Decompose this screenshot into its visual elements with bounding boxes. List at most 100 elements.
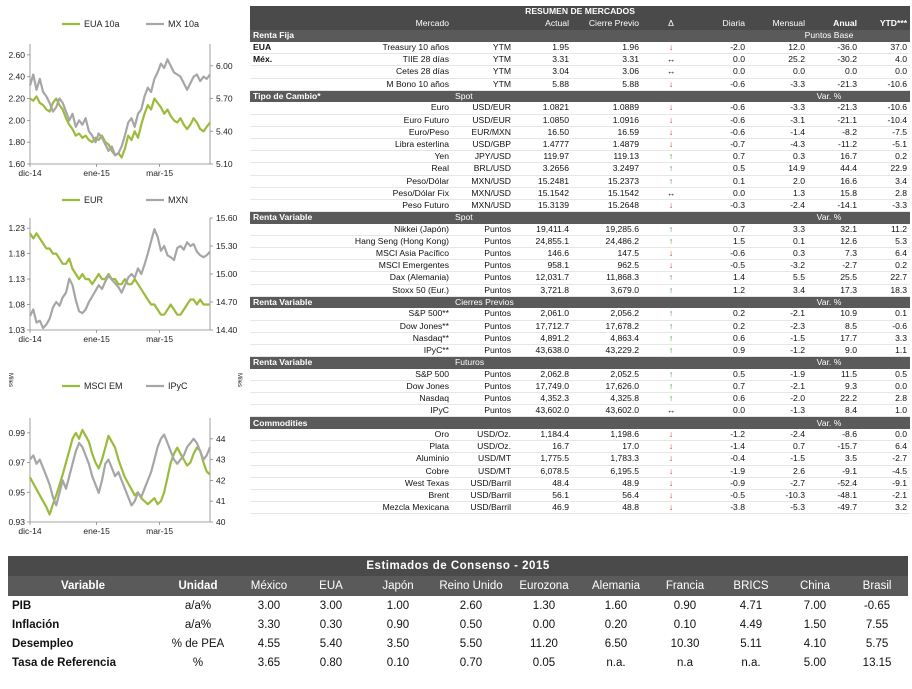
chart-currencies: 1.23 1.18 1.13 1.08 1.03 15.60 15.30 15.00 14.70… xyxy=(0,190,246,350)
row-daily: -0.5 xyxy=(700,489,748,503)
left-tick-label: 1.18 xyxy=(8,249,25,259)
row-direction: ↓ xyxy=(642,102,700,115)
row-direction: ↓ xyxy=(642,126,700,139)
row-region xyxy=(250,332,296,345)
row-prev: 3,679.0 xyxy=(572,284,642,297)
row-prev: 147.5 xyxy=(572,247,642,261)
row-unit: Puntos xyxy=(452,404,514,418)
row-region xyxy=(250,65,296,79)
row-unit: USD/Oz. xyxy=(452,440,514,454)
row-name: Libra esterlina xyxy=(296,138,452,152)
row-region xyxy=(250,162,296,176)
row-direction: ↓ xyxy=(642,501,700,515)
row-daily: 1.5 xyxy=(700,235,748,249)
row-ytd: -2.7 xyxy=(860,452,911,466)
row-ytd: 0.5 xyxy=(860,368,911,381)
arrow-up-icon: ↑ xyxy=(668,320,674,331)
row-unit: USD/MT xyxy=(452,452,514,466)
row-daily: 0.5 xyxy=(700,162,748,176)
row-ytd: 4.0 xyxy=(860,53,911,67)
row-name: Peso/Dólar xyxy=(296,175,452,188)
row-prev: 1.96 xyxy=(572,42,642,55)
consensus-value: 2.60 xyxy=(459,599,483,612)
market-row: Peso/Dólar Fix MXN/USD 15.1542 15.1542 ↔ 0.0 1… xyxy=(250,187,911,200)
consensus-value: 5.00 xyxy=(803,656,827,669)
row-name: S&P 500 xyxy=(296,368,452,381)
consensus-value: 0.30 xyxy=(319,618,343,631)
left-tick-label: 1.03 xyxy=(8,325,25,335)
right-tick-label: 43 xyxy=(216,455,226,465)
row-annual: -9.1 xyxy=(808,465,860,478)
arrow-down-icon: ↓ xyxy=(668,114,674,125)
row-monthly: 2.0 xyxy=(748,175,808,188)
arrow-down-icon: ↓ xyxy=(668,78,674,89)
row-region xyxy=(250,284,296,297)
market-row: Aluminio USD/MT 1,775.5 1,783.3 ↓ -0.4 -1.5 3.5… xyxy=(250,452,911,466)
row-annual: -15.7 xyxy=(808,440,860,454)
row-annual: -14.1 xyxy=(808,199,860,213)
row-prev: 15.2373 xyxy=(572,175,642,188)
row-actual: 1.0821 xyxy=(514,102,572,115)
consensus-header-cell: EUA xyxy=(300,576,362,596)
x-tick-label: dic-14 xyxy=(18,168,41,178)
consensus-header-cell: México xyxy=(238,576,300,596)
consensus-value: 13.15 xyxy=(862,656,892,669)
market-row: Real BRL/USD 3.2656 3.2497 ↑ 0.5 14.9 44.4 22.9 xyxy=(250,162,911,176)
section-unit: Var. % xyxy=(748,416,911,429)
row-region xyxy=(250,477,296,491)
row-ytd: 6.4 xyxy=(860,440,911,454)
series-line-mx-10a xyxy=(28,58,211,157)
row-direction: ↑ xyxy=(642,284,700,297)
consensus-value: 7.55 xyxy=(865,618,889,631)
row-direction: ↑ xyxy=(642,320,700,333)
row-region xyxy=(250,428,296,442)
row-monthly: -1.5 xyxy=(748,452,808,466)
row-unit: USD/MT xyxy=(452,465,514,478)
row-unit: MXN/USD xyxy=(452,199,514,213)
row-region xyxy=(250,344,296,358)
row-actual: 3.04 xyxy=(514,65,572,79)
x-tick-label: ene-15 xyxy=(83,168,110,178)
row-region xyxy=(250,259,296,273)
row-daily: -1.9 xyxy=(700,465,748,478)
row-monthly: -2.3 xyxy=(748,320,808,333)
row-name: MSCI Asia Pacífico xyxy=(296,247,452,261)
row-actual: 3.2656 xyxy=(514,162,572,176)
row-direction: ↔ xyxy=(642,404,700,418)
row-direction: ↓ xyxy=(642,452,700,466)
arrow-up-icon: ↑ xyxy=(668,380,674,391)
row-ytd: 3.3 xyxy=(860,332,911,345)
arrow-down-icon: ↓ xyxy=(668,502,674,513)
row-prev: 16.59 xyxy=(572,126,642,139)
consensus-value: 4.55 xyxy=(257,637,281,650)
market-summary-table: RESUMEN DE MERCADOS Mercado Actual Cierr… xyxy=(250,6,911,515)
row-unit: Puntos xyxy=(452,247,514,261)
consensus-variable: Desempleo xyxy=(12,637,74,650)
row-prev: 48.9 xyxy=(572,477,642,491)
market-row: Cetes 28 días YTM 3.04 3.06 ↔ 0.0 0.0 0.0 0.0 xyxy=(250,65,911,79)
section-header-row: Commodities Var. % xyxy=(250,416,911,429)
row-name: TIIE 28 días xyxy=(296,53,452,67)
row-name: S&P 500** xyxy=(296,308,452,321)
row-unit: Puntos xyxy=(452,344,514,358)
row-actual: 6,078.5 xyxy=(514,465,572,478)
row-region xyxy=(250,102,296,115)
row-unit: USD/GBP xyxy=(452,138,514,152)
market-row: Yen JPY/USD 119.97 119.13 ↑ 0.7 0.3 16.7 0.2 xyxy=(250,150,911,164)
left-tick-label: 2.60 xyxy=(8,50,25,60)
row-name: IPyC** xyxy=(296,344,452,358)
left-tick-label: 0.93 xyxy=(8,517,25,527)
row-annual: 25.5 xyxy=(808,271,860,285)
row-annual: -21.3 xyxy=(808,78,860,91)
row-daily: -0.6 xyxy=(700,102,748,115)
row-prev: 1,198.6 xyxy=(572,428,642,442)
x-tick-label: dic-14 xyxy=(18,334,41,344)
row-name: Brent xyxy=(296,489,452,503)
row-daily: -2.0 xyxy=(700,42,748,55)
row-daily: 0.7 xyxy=(700,150,748,164)
row-ytd: -9.1 xyxy=(860,477,911,491)
row-monthly: 25.2 xyxy=(748,53,808,67)
consensus-header-cell: Francia xyxy=(652,576,718,596)
row-name: Hang Seng (Hong Kong) xyxy=(296,235,452,249)
market-row: M Bono 10 años YTM 5.88 5.88 ↓ -0.6 -3.3 -21.3-… xyxy=(250,78,911,91)
